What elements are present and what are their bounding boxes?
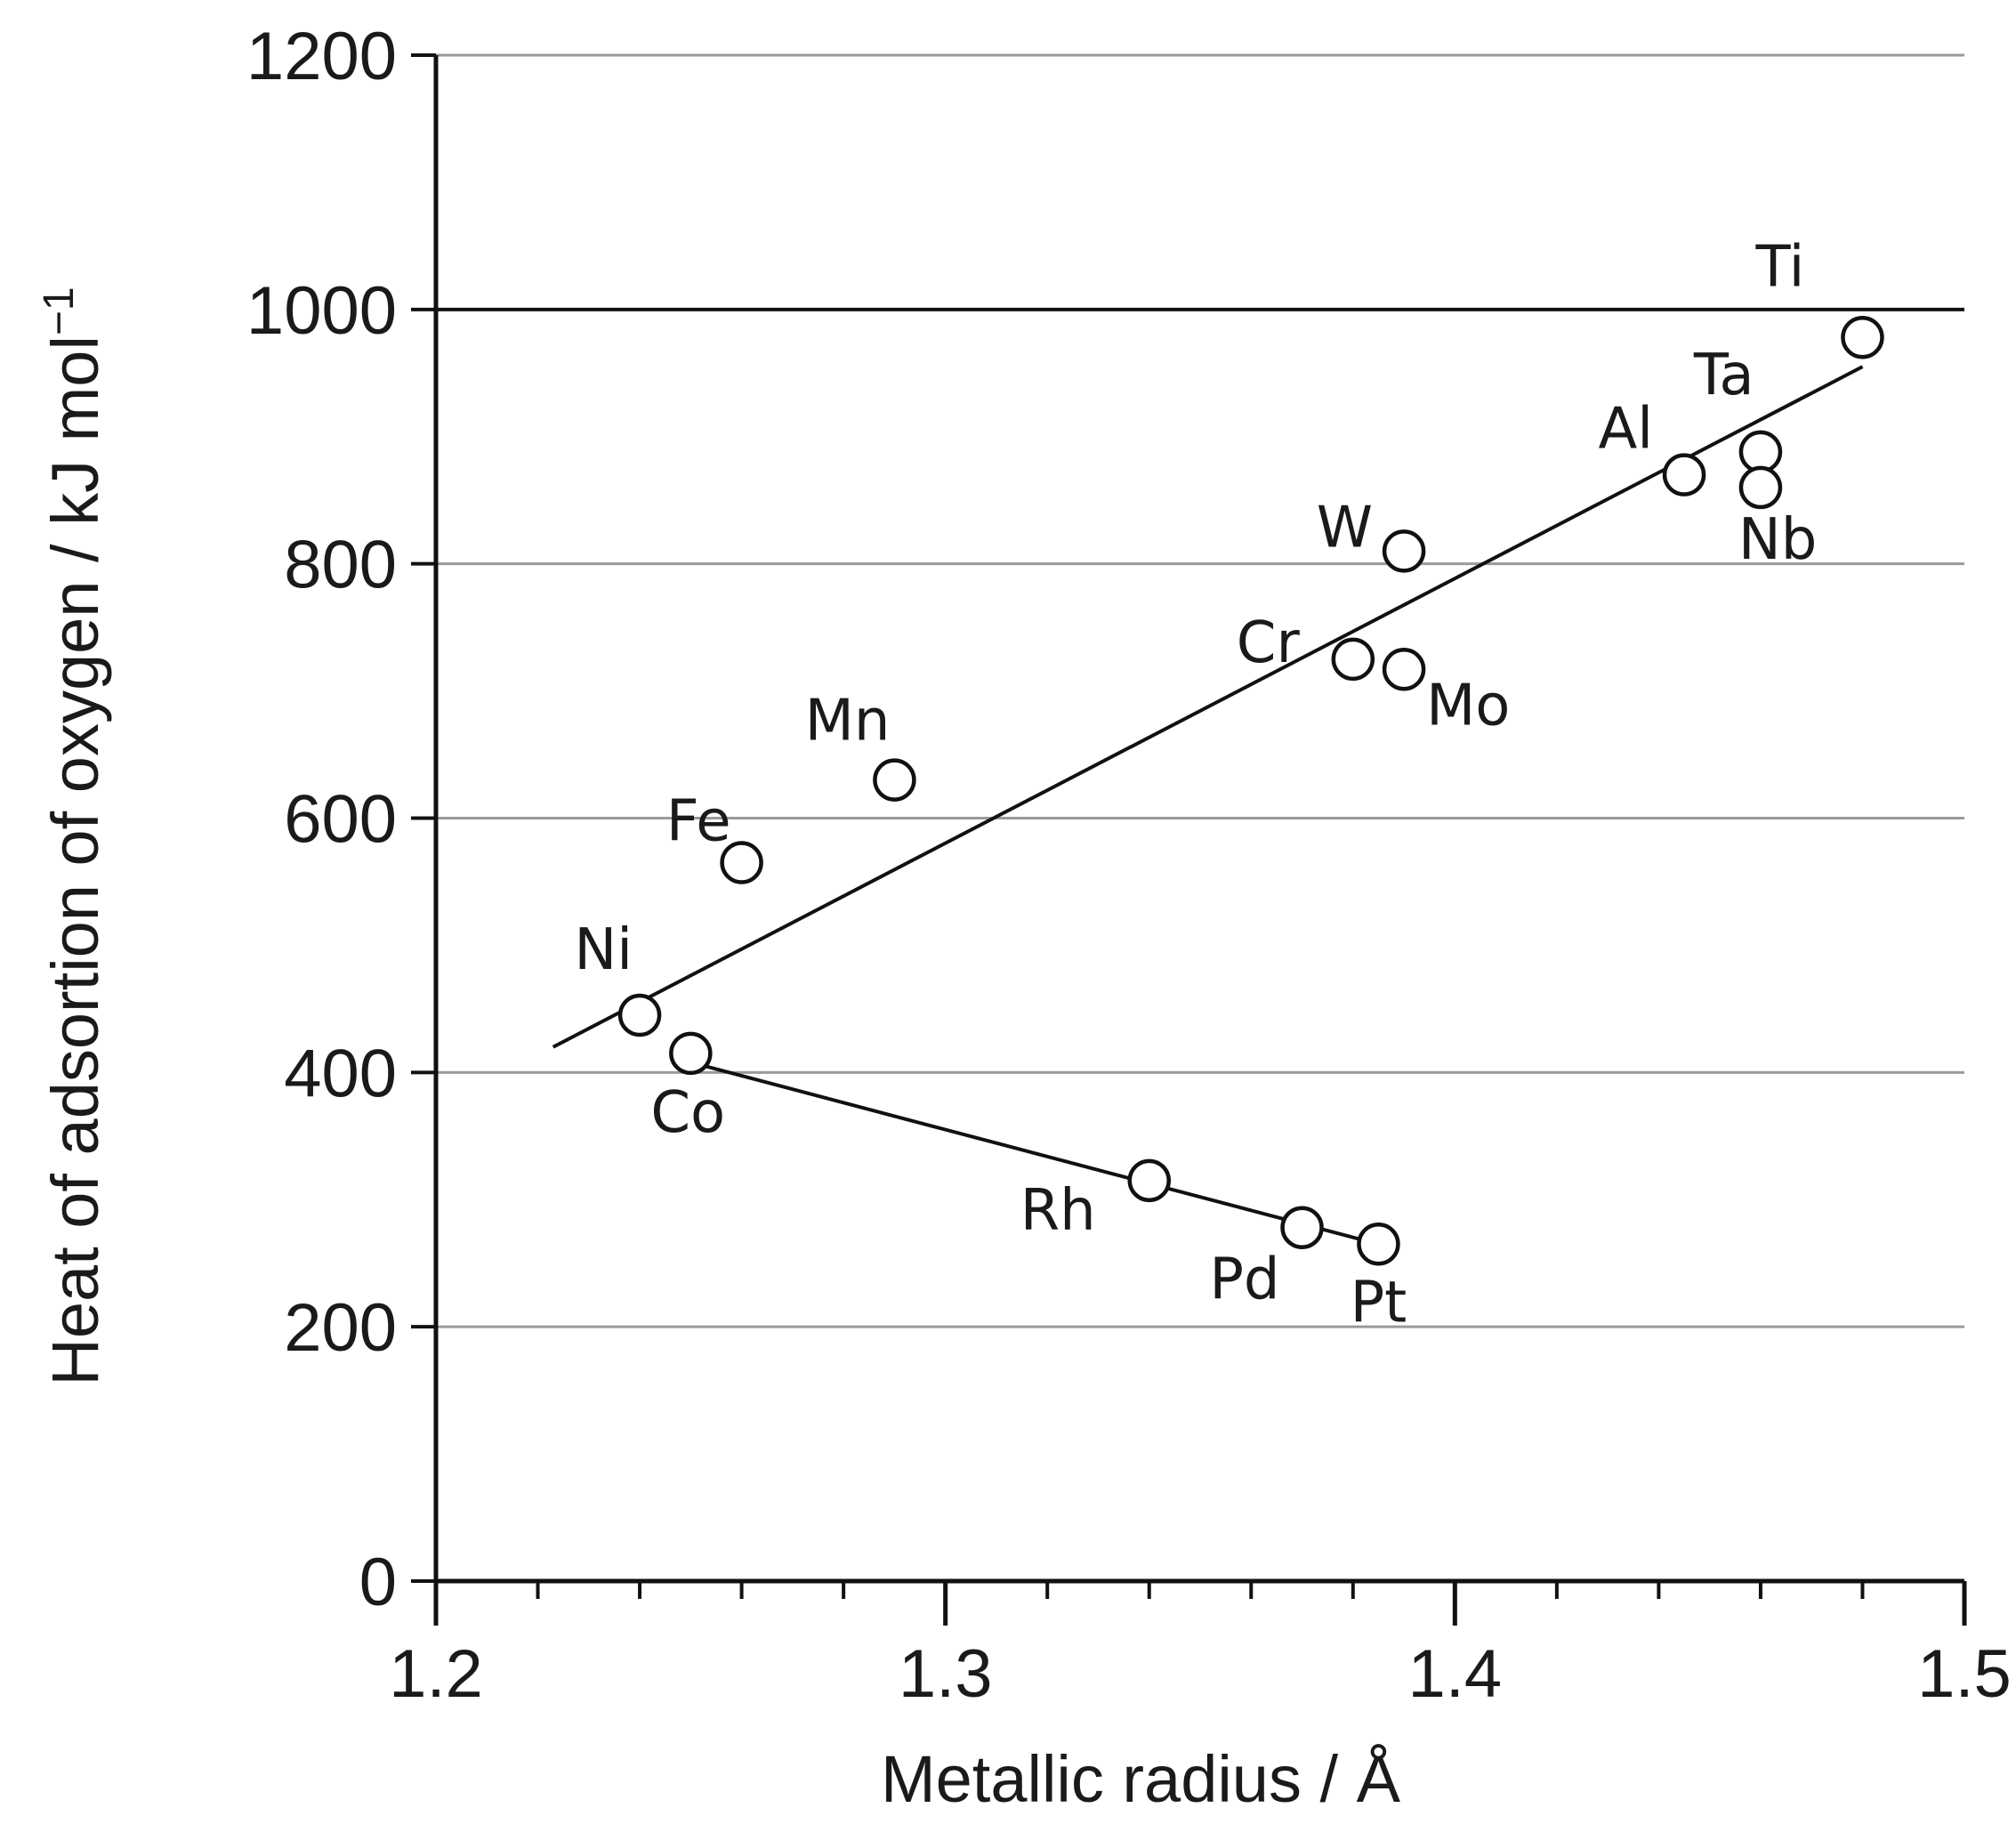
y-axis-title-superscript: −1 bbox=[36, 287, 83, 335]
point-label: Ni bbox=[574, 917, 633, 983]
point-label: Mn bbox=[805, 689, 891, 755]
x-tick-label: 1.5 bbox=[1917, 1636, 2012, 1712]
data-point bbox=[1280, 1206, 1324, 1249]
point-label: Fe bbox=[666, 789, 731, 855]
y-tick-label: 800 bbox=[284, 528, 397, 603]
point-label: W bbox=[1317, 495, 1373, 561]
fit-lines bbox=[552, 365, 1864, 1247]
point-label: Co bbox=[650, 1080, 725, 1146]
data-point bbox=[1331, 637, 1375, 682]
data-point bbox=[1382, 529, 1426, 573]
x-tick-label: 1.3 bbox=[899, 1636, 993, 1712]
point-label: Nb bbox=[1738, 507, 1818, 573]
y-tick-label: 600 bbox=[284, 782, 397, 858]
point-label: Mo bbox=[1426, 673, 1510, 738]
point-labels: Ni Co Fe Mn Rh Pd Pt Cr Mo W Al Ta Nb Ti bbox=[574, 234, 1817, 1336]
y-tick-label: 400 bbox=[284, 1036, 397, 1111]
data-point bbox=[617, 993, 662, 1037]
point-label: Pt bbox=[1351, 1270, 1407, 1336]
trend-line bbox=[552, 365, 1864, 1049]
point-label: Rh bbox=[1020, 1178, 1096, 1244]
y-tick-label: 1000 bbox=[246, 273, 397, 349]
data-point bbox=[873, 758, 916, 802]
point-label: Cr bbox=[1237, 610, 1301, 676]
x-tick-label: 1.4 bbox=[1408, 1636, 1503, 1712]
trend-line bbox=[689, 1060, 1379, 1247]
point-label: Ti bbox=[1755, 234, 1805, 300]
axes: 0 200 400 600 800 1000 1200 1.2 1.3 1.4 1.5 bbox=[246, 19, 2012, 1712]
x-axis-title: Metallic radius / Å bbox=[881, 1742, 1401, 1816]
data-point bbox=[720, 841, 763, 884]
data-point bbox=[1738, 465, 1783, 510]
data-point bbox=[1127, 1158, 1171, 1203]
data-point bbox=[1357, 1223, 1400, 1266]
y-tick-label: 200 bbox=[284, 1290, 397, 1366]
data-point bbox=[1738, 430, 1783, 474]
data-point bbox=[1382, 648, 1426, 691]
data-point bbox=[1841, 316, 1884, 359]
y-tick-label: 1200 bbox=[246, 19, 397, 94]
data-point bbox=[1662, 453, 1706, 496]
data-points bbox=[617, 316, 1884, 1266]
point-label: Al bbox=[1598, 397, 1653, 463]
y-axis-title-main: Heat of adsortion of oxygen / kJ mol bbox=[38, 335, 112, 1386]
data-point bbox=[669, 1031, 713, 1076]
y-tick-label: 0 bbox=[359, 1545, 397, 1620]
point-label: Pd bbox=[1209, 1247, 1279, 1313]
point-label: Ta bbox=[1693, 343, 1754, 408]
y-axis-title: Heat of adsortion of oxygen / kJ mol−1 bbox=[36, 287, 112, 1385]
x-tick-label: 1.2 bbox=[389, 1636, 483, 1712]
